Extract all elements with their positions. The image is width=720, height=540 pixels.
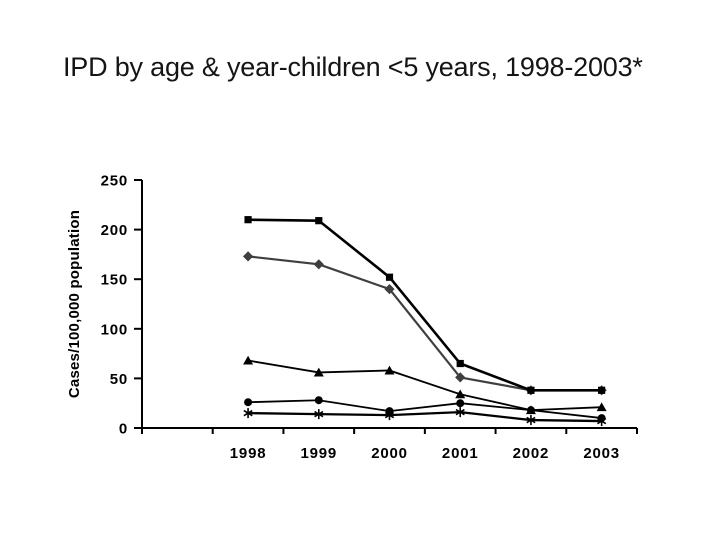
y-tick-label: 200: [101, 222, 128, 239]
x-tick-label: 2002: [513, 445, 550, 462]
x-tick-label: 2001: [442, 445, 479, 462]
marker-triangle-icon: [384, 365, 395, 375]
x-tick-label: 2000: [371, 445, 408, 462]
y-tick-label: 150: [101, 272, 128, 289]
marker-square-icon: [385, 273, 394, 281]
x-tick-label: 2003: [583, 445, 620, 462]
marker-diamond-icon: [242, 251, 254, 262]
marker-circle-icon: [597, 414, 606, 423]
marker-square-icon: [244, 216, 252, 224]
marker-diamond-icon: [384, 284, 395, 295]
y-tick-label: 0: [119, 421, 128, 438]
y-tick-label: 250: [101, 173, 128, 190]
marker-circle-icon: [456, 399, 465, 408]
marker-star-icon: [314, 409, 324, 420]
marker-square-icon: [456, 359, 464, 368]
series-line-circles: [248, 399, 602, 419]
series-line-squares: [248, 218, 602, 392]
marker-triangle-icon: [243, 355, 254, 365]
marker-star-icon: [455, 407, 465, 418]
x-tick-label: 1999: [300, 445, 337, 462]
slide-title: IPD by age & year-children <5 years, 199…: [63, 52, 643, 82]
y-tick-label: 50: [110, 371, 128, 388]
marker-diamond-icon: [313, 259, 324, 270]
marker-star-icon: [243, 408, 253, 419]
series-line-triangles: [247, 359, 602, 412]
marker-square-icon: [527, 386, 535, 394]
marker-circle-icon: [244, 398, 253, 407]
series-line-stars: [248, 410, 602, 423]
marker-triangle-icon: [313, 367, 324, 377]
marker-triangle-icon: [455, 389, 466, 399]
y-tick-label: 100: [101, 321, 128, 338]
marker-diamond-icon: [455, 372, 466, 383]
marker-square-icon: [598, 386, 606, 394]
marker-triangle-icon: [525, 405, 536, 415]
marker-star-icon: [526, 415, 536, 426]
marker-circle-icon: [385, 407, 394, 416]
marker-triangle-icon: [596, 402, 607, 412]
marker-square-icon: [315, 217, 323, 225]
marker-circle-icon: [314, 396, 323, 405]
y-axis-title: Cases/100,000 population: [66, 210, 83, 398]
x-tick-label: 1998: [230, 445, 267, 462]
